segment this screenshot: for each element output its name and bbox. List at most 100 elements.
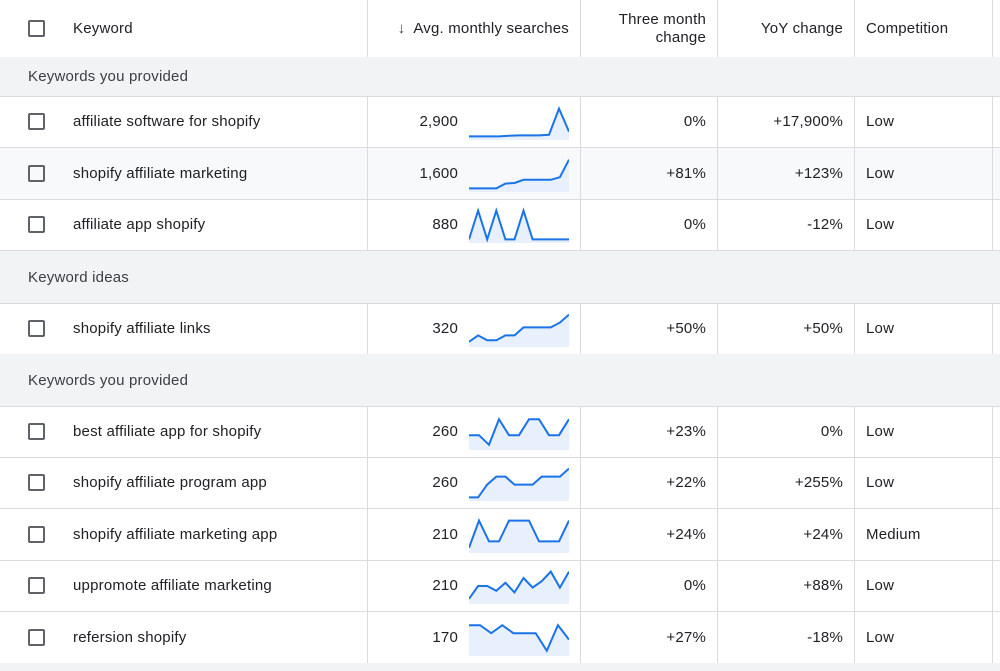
- sort-descending-icon[interactable]: ↓: [397, 20, 406, 37]
- three-month-label-line1: Three month: [618, 10, 706, 28]
- row-checkbox[interactable]: [28, 423, 45, 440]
- row-checkbox[interactable]: [28, 165, 45, 182]
- avg-searches-label: Avg. monthly searches: [413, 20, 569, 37]
- column-divider: [992, 406, 1000, 457]
- three-month-change-value: +27%: [580, 612, 717, 663]
- avg-searches-value: 170: [367, 612, 467, 663]
- sparkline-line: [469, 160, 569, 189]
- keyword-text: shopify affiliate marketing app: [73, 526, 278, 543]
- group-label: Keywords you provided: [28, 371, 189, 389]
- trend-sparkline: [469, 414, 569, 450]
- row-checkbox[interactable]: [28, 216, 45, 233]
- row-checkbox[interactable]: [28, 113, 45, 130]
- table-row[interactable]: shopify affiliate program app 260 +22% +255…: [0, 457, 1000, 509]
- yoy-change-value: +123%: [717, 148, 854, 199]
- column-divider: [992, 612, 1000, 663]
- sparkline-area: [469, 314, 569, 347]
- sparkline-line: [469, 419, 569, 445]
- sparkline-line: [469, 315, 569, 342]
- three-month-change-value: 0%: [580, 96, 717, 147]
- column-divider: [992, 560, 1000, 611]
- trend-sparkline: [469, 568, 569, 604]
- competition-value: Low: [854, 96, 992, 147]
- select-all-checkbox[interactable]: [28, 20, 45, 37]
- sparkline-area: [469, 159, 569, 192]
- keyword-text: best affiliate app for shopify: [73, 423, 262, 440]
- three-month-change-value: 0%: [580, 560, 717, 611]
- column-header-avg-searches[interactable]: ↓ Avg. monthly searches: [367, 0, 580, 57]
- avg-searches-value: 210: [367, 509, 467, 560]
- three-month-change-value: 0%: [580, 199, 717, 250]
- keyword-text: uppromote affiliate marketing: [73, 577, 272, 594]
- avg-searches-value: 320: [367, 303, 467, 354]
- avg-searches-value: 210: [367, 560, 467, 611]
- sparkline-area: [469, 625, 569, 656]
- three-month-change-value: +50%: [580, 303, 717, 354]
- group-header: Keyword ideas: [0, 251, 1000, 304]
- column-divider: [992, 303, 1000, 354]
- trend-sparkline: [469, 207, 569, 243]
- column-divider: [992, 199, 1000, 250]
- trend-sparkline: [469, 156, 569, 192]
- sparkline-line: [469, 211, 569, 240]
- competition-value: Low: [854, 560, 992, 611]
- yoy-change-value: +88%: [717, 560, 854, 611]
- sparkline-area: [469, 520, 569, 553]
- column-divider: [992, 509, 1000, 560]
- row-checkbox[interactable]: [28, 526, 45, 543]
- avg-searches-value: 260: [367, 406, 467, 457]
- column-divider: [992, 96, 1000, 147]
- keyword-text: shopify affiliate marketing: [73, 165, 248, 182]
- column-header-competition[interactable]: Competition: [854, 0, 992, 57]
- three-month-change-value: +22%: [580, 457, 717, 508]
- avg-searches-value: 1,600: [367, 148, 467, 199]
- column-header-yoy-change[interactable]: YoY change: [717, 0, 854, 57]
- table-row[interactable]: shopify affiliate links 320 +50% +50% Low: [0, 303, 1000, 355]
- row-checkbox[interactable]: [28, 474, 45, 491]
- three-month-change-value: +81%: [580, 148, 717, 199]
- yoy-change-value: 0%: [717, 406, 854, 457]
- competition-value: Low: [854, 457, 992, 508]
- group-label: Keyword ideas: [28, 268, 129, 286]
- yoy-change-value: -12%: [717, 199, 854, 250]
- table-row[interactable]: shopify affiliate marketing app 210 +24% +2…: [0, 509, 1000, 561]
- column-divider: [992, 457, 1000, 508]
- competition-value: Low: [854, 199, 992, 250]
- competition-value: Low: [854, 612, 992, 663]
- row-checkbox[interactable]: [28, 629, 45, 646]
- table-footer-divider: [0, 663, 1000, 671]
- table-row[interactable]: refersion shopify 170 +27% -18% Low: [0, 612, 1000, 664]
- keyword-text: affiliate app shopify: [73, 216, 206, 233]
- table-row[interactable]: affiliate software for shopify 2,900 0% +17…: [0, 96, 1000, 148]
- column-divider: [992, 148, 1000, 199]
- three-month-label-line2: change: [655, 28, 706, 46]
- table-row[interactable]: best affiliate app for shopify 260 +23% 0% L…: [0, 406, 1000, 458]
- sparkline-line: [469, 625, 569, 651]
- group-label: Keywords you provided: [28, 68, 189, 85]
- competition-value: Medium: [854, 509, 992, 560]
- row-checkbox[interactable]: [28, 320, 45, 337]
- yoy-change-value: +50%: [717, 303, 854, 354]
- keyword-text: shopify affiliate links: [73, 320, 211, 337]
- sparkline-area: [469, 419, 569, 450]
- yoy-change-value: -18%: [717, 612, 854, 663]
- yoy-change-value: +17,900%: [717, 96, 854, 147]
- sparkline-line: [469, 469, 569, 498]
- yoy-change-value: +24%: [717, 509, 854, 560]
- trend-sparkline: [469, 620, 569, 656]
- table-row[interactable]: shopify affiliate marketing 1,600 +81% +123…: [0, 148, 1000, 200]
- sparkline-line: [469, 109, 569, 137]
- sparkline-line: [469, 572, 569, 599]
- keyword-text: refersion shopify: [73, 629, 187, 646]
- table-row[interactable]: affiliate app shopify 880 0% -12% Low: [0, 199, 1000, 251]
- table-row[interactable]: uppromote affiliate marketing 210 0% +88% Lo…: [0, 560, 1000, 612]
- avg-searches-value: 260: [367, 457, 467, 508]
- avg-searches-value: 880: [367, 199, 467, 250]
- avg-searches-value: 2,900: [367, 96, 467, 147]
- column-header-three-month-change[interactable]: Three month change: [580, 0, 717, 57]
- column-header-keyword[interactable]: Keyword: [73, 20, 133, 37]
- group-header: Keywords you provided: [0, 354, 1000, 407]
- trend-sparkline: [469, 517, 569, 553]
- competition-value: Low: [854, 148, 992, 199]
- row-checkbox[interactable]: [28, 577, 45, 594]
